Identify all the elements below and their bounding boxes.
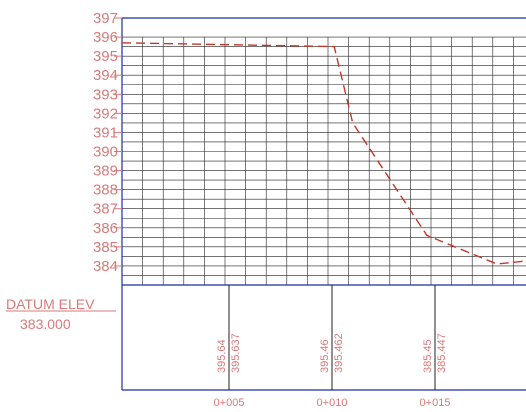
elevation-label: 389 xyxy=(93,163,118,180)
ground-layer xyxy=(121,42,526,265)
elevation-label: 391 xyxy=(93,124,118,141)
elevation-label: 395 xyxy=(93,48,118,65)
station-table-value: 395.637 xyxy=(230,333,242,373)
frame-layer xyxy=(121,17,526,391)
elevation-label: 392 xyxy=(93,105,118,122)
elevation-label: 385 xyxy=(93,239,118,256)
station-table: 395.64 395.637 395.46 395.462 385.45 385.447 xyxy=(216,285,448,390)
station-table-value: 395.64 xyxy=(216,339,228,373)
elevation-label: 397 xyxy=(93,10,118,27)
station-labels: 0+005 0+010 0+015 xyxy=(214,397,451,409)
elevation-label: 387 xyxy=(93,201,118,218)
datum-block: DATUM ELEV 383.000 xyxy=(6,296,116,332)
datum-value: 383.000 xyxy=(20,316,71,332)
station-table-value: 385.45 xyxy=(422,339,434,373)
ground-profile-line xyxy=(121,42,526,265)
elevation-label: 386 xyxy=(93,220,118,237)
elevation-labels: 397 396 395 394 393 392 391 390 389 388 387 386 385 3… xyxy=(93,10,122,275)
station-label: 0+005 xyxy=(214,397,245,409)
station-label: 0+015 xyxy=(420,397,451,409)
elevation-label: 394 xyxy=(93,67,118,84)
grid-layer xyxy=(122,36,526,285)
elevation-label: 388 xyxy=(93,182,118,199)
station-table-value: 395.462 xyxy=(333,333,345,373)
station-table-value: 395.46 xyxy=(319,339,331,373)
elevation-label: 384 xyxy=(93,258,118,275)
elevation-label: 393 xyxy=(93,86,118,103)
station-table-value: 385.447 xyxy=(436,333,448,373)
datum-label: DATUM ELEV xyxy=(6,296,95,312)
elevation-label: 396 xyxy=(93,29,118,46)
station-label: 0+010 xyxy=(317,397,348,409)
elevation-label: 390 xyxy=(93,144,118,161)
